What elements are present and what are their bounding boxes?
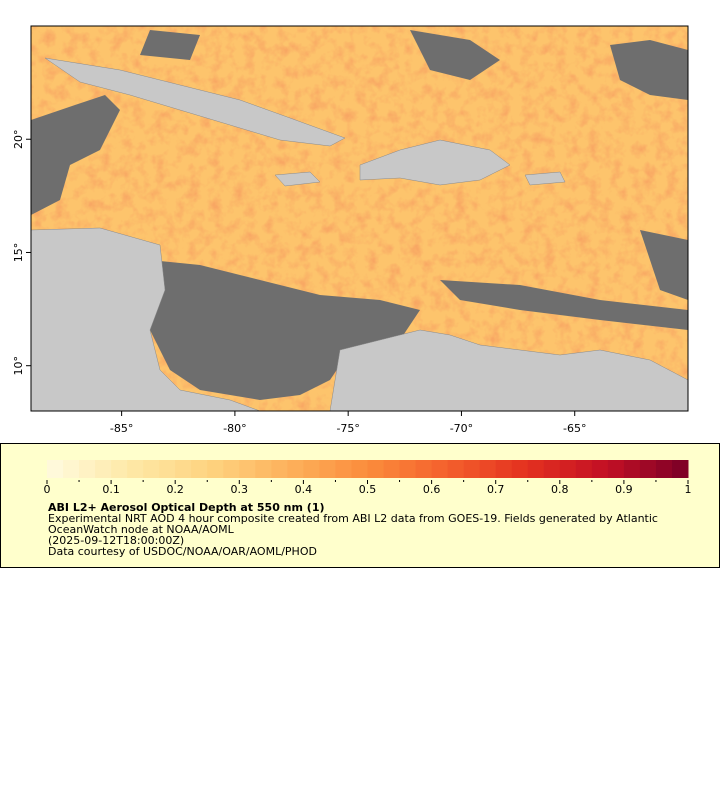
colorbar-step <box>399 460 417 478</box>
colorbar-step <box>239 460 256 478</box>
colorbar-step <box>559 460 577 478</box>
colorbar-step <box>111 460 128 478</box>
x-tick-label: -70° <box>450 422 473 435</box>
x-tick-label: -85° <box>110 422 133 435</box>
colorbar-step <box>623 460 641 478</box>
colorbar-step <box>431 460 449 478</box>
colorbar-step <box>671 460 689 478</box>
colorbar-tick-label: 0.9 <box>615 483 633 496</box>
legend-description: OceanWatch node at NOAA/AOML <box>48 523 235 536</box>
y-tick-label: 15° <box>12 243 25 263</box>
colorbar-step <box>287 460 304 478</box>
colorbar-step <box>175 460 192 478</box>
colorbar-step <box>127 460 144 478</box>
colorbar-step <box>223 460 240 478</box>
colorbar-step <box>639 460 657 478</box>
y-tick-label: 10° <box>12 356 25 376</box>
colorbar-step <box>575 460 593 478</box>
x-tick-label: -65° <box>563 422 586 435</box>
colorbar-step <box>47 460 64 478</box>
colorbar-tick-label: 0.5 <box>359 483 377 496</box>
colorbar-step <box>207 460 224 478</box>
map-frame <box>30 25 689 412</box>
x-tick-label: -80° <box>223 422 246 435</box>
colorbar-step <box>303 460 320 478</box>
colorbar-step <box>255 460 272 478</box>
colorbar-step <box>591 460 609 478</box>
colorbar-step <box>543 460 561 478</box>
colorbar-tick-label: 0.2 <box>166 483 184 496</box>
colorbar-step <box>415 460 433 478</box>
colorbar-step <box>191 460 208 478</box>
legend-description: (2025-09-12T18:00:00Z) <box>48 534 184 547</box>
colorbar-tick-label: 0.3 <box>231 483 249 496</box>
legend-description: Data courtesy of USDOC/NOAA/OAR/AOML/PHO… <box>48 545 317 558</box>
colorbar-step <box>527 460 545 478</box>
legend-description: Experimental NRT AOD 4 hour composite cr… <box>48 512 658 525</box>
colorbar-tick-label: 0.8 <box>551 483 569 496</box>
colorbar-tick-label: 0.7 <box>487 483 505 496</box>
colorbar-step <box>351 460 368 478</box>
colorbar-tick-label: 0 <box>44 483 51 496</box>
x-tick-label: -75° <box>336 422 359 435</box>
colorbar-step <box>655 460 673 478</box>
colorbar-step <box>63 460 80 478</box>
colorbar-tick-label: 0.1 <box>102 483 120 496</box>
colorbar-tick-label: 0.4 <box>295 483 313 496</box>
colorbar-step <box>271 460 288 478</box>
no-data <box>31 30 688 400</box>
colorbar-step <box>463 460 481 478</box>
legend-title: ABI L2+ Aerosol Optical Depth at 550 nm … <box>48 501 325 514</box>
colorbar-step <box>159 460 176 478</box>
colorbar-step <box>447 460 465 478</box>
map <box>31 26 688 411</box>
y-tick-label: 20° <box>12 129 25 149</box>
colorbar-step <box>79 460 96 478</box>
colorbar-step <box>495 460 513 478</box>
colorbar-step <box>383 460 401 478</box>
colorbar-step <box>607 460 625 478</box>
colorbar-step <box>367 460 385 478</box>
colorbar-step <box>479 460 497 478</box>
colorbar-step <box>335 460 352 478</box>
land <box>31 57 688 411</box>
colorbar-step <box>319 460 336 478</box>
colorbar-step <box>143 460 160 478</box>
colorbar-step <box>511 460 529 478</box>
colorbar-step <box>95 460 112 478</box>
colorbar-tick-label: 1 <box>685 483 692 496</box>
colorbar-tick-label: 0.6 <box>423 483 441 496</box>
